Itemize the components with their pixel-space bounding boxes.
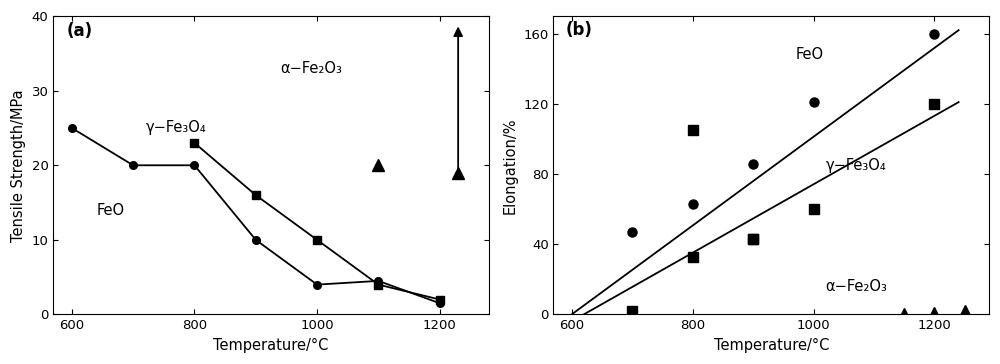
Text: α−Fe₂O₃: α−Fe₂O₃ [826, 279, 887, 294]
X-axis label: Temperature/°C: Temperature/°C [714, 338, 829, 353]
Text: γ−Fe₃O₄: γ−Fe₃O₄ [145, 120, 206, 135]
Y-axis label: Tensile Strength/MPa: Tensile Strength/MPa [11, 89, 26, 242]
Text: FeO: FeO [96, 202, 124, 218]
Text: (b): (b) [566, 21, 592, 39]
Text: FeO: FeO [795, 47, 824, 62]
Text: (a): (a) [67, 22, 93, 40]
X-axis label: Temperature/°C: Temperature/°C [213, 338, 329, 353]
Y-axis label: Elongation/%: Elongation/% [503, 117, 518, 214]
Text: α−Fe₂O₃: α−Fe₂O₃ [280, 61, 342, 76]
Text: γ−Fe₃O₄: γ−Fe₃O₄ [826, 158, 886, 173]
